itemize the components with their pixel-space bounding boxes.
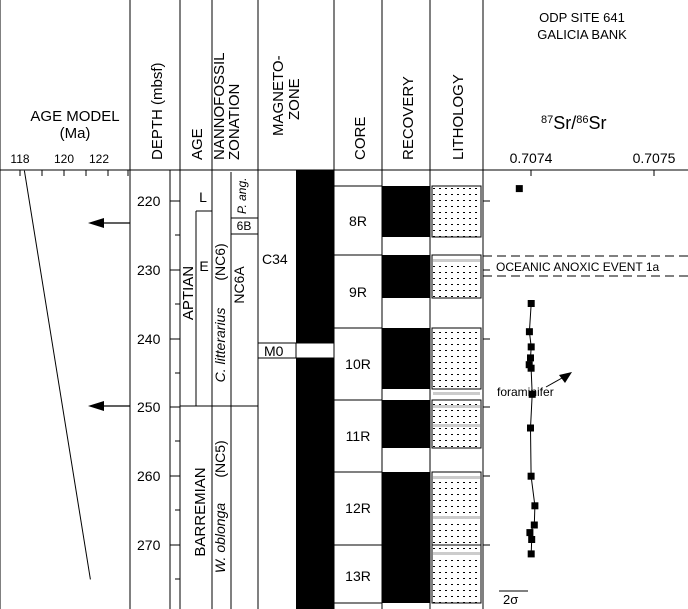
core-9r: 9R <box>349 284 367 300</box>
zone-nc6: (NC6) <box>212 243 228 280</box>
magnetozone-title-1: MAGNETO- <box>270 55 287 136</box>
magnetozone-title-2: ZONE <box>286 78 303 120</box>
header-ticks <box>19 170 655 176</box>
core-8r: 8R <box>349 213 367 229</box>
sr-data-point-11 <box>531 502 539 510</box>
sr-sup-87: 87 <box>541 114 553 126</box>
sr-data-point-4 <box>527 343 535 351</box>
age-model-unit: (Ma) <box>60 125 91 142</box>
sr-tick-label-high: 0.7075 <box>633 150 676 166</box>
depth-axis <box>169 170 180 609</box>
reversed-polarity-m0 <box>295 342 335 359</box>
zone-p-ang: P. ang. <box>235 178 249 214</box>
depth-label-240: 240 <box>137 331 161 347</box>
datum-arrow-lower <box>88 401 130 411</box>
sr-data-point-9 <box>527 424 534 432</box>
zone-nc5: (NC5) <box>212 440 228 477</box>
sr-data-point-10 <box>527 472 535 480</box>
sr-data-point-7 <box>527 364 535 372</box>
site-title-2: GALICIA BANK <box>537 27 627 42</box>
stage-aptian: APTIAN <box>180 266 197 320</box>
lithology-gray-beds <box>433 259 480 555</box>
oae-label: OCEANIC ANOXIC EVENT 1a <box>496 260 659 274</box>
normal-polarity-bar <box>296 170 334 609</box>
foraminifer-label: foraminifer <box>497 385 554 399</box>
depth-label-270: 270 <box>137 537 161 553</box>
sr-data-point-15 <box>527 550 535 558</box>
zone-nc6a: NC6A <box>231 266 247 304</box>
sr-data-point-5 <box>527 354 534 362</box>
zone-w-oblonga: W. oblonga <box>212 503 228 574</box>
zone-6b: 6B <box>237 219 252 233</box>
sr-data-point-12 <box>530 521 538 529</box>
age-model-line <box>23 170 91 580</box>
sr-data-point-3 <box>525 328 533 336</box>
recovery-column-title: RECOVERY <box>400 76 417 160</box>
foraminifer-arrowhead <box>559 372 572 383</box>
core-boundaries <box>334 185 382 604</box>
stage-barremian: BARREMIAN <box>192 467 209 556</box>
magnetozone-m0: M0 <box>264 343 284 359</box>
sr-axis-title: 87Sr/86Sr <box>541 113 607 133</box>
stage-divisions <box>180 210 212 407</box>
sr-main-2: Sr <box>589 113 607 133</box>
lithology-column-title: LITHOLOGY <box>450 74 467 160</box>
stage-late: L <box>199 189 207 205</box>
sr-data-point-1 <box>515 185 523 193</box>
depth-label-220: 220 <box>137 193 161 209</box>
core-10r: 10R <box>345 356 371 372</box>
zone-c-litterarius: C. litterarius <box>212 308 228 383</box>
age-tick-120: 120 <box>54 152 74 166</box>
nannofossil-divisions <box>212 172 258 609</box>
age-model-title: AGE MODEL <box>30 108 119 125</box>
sr-points <box>515 185 539 558</box>
sr-depth-ticks <box>483 200 490 546</box>
age-column-title: AGE <box>189 128 206 160</box>
sr-sup-86: 86 <box>576 114 588 126</box>
sr-data-point-14 <box>528 536 536 543</box>
sr-data-point-13 <box>526 529 534 537</box>
sr-tick-label-low: 0.7074 <box>510 150 553 166</box>
core-11r: 11R <box>346 428 371 444</box>
recovery-bars <box>382 186 430 603</box>
core-13r: 13R <box>345 568 371 584</box>
stage-early: E <box>199 258 208 274</box>
depth-label-260: 260 <box>137 468 161 484</box>
core-12r: 12R <box>345 500 371 516</box>
depth-column-title: DEPTH (mbsf) <box>149 62 166 160</box>
depth-label-230: 230 <box>137 262 161 278</box>
depth-label-250: 250 <box>137 399 161 415</box>
foraminifer-arrow-shaft <box>545 377 563 388</box>
two-sigma-label: 2σ <box>503 592 518 607</box>
sr-data-point-2 <box>527 300 535 307</box>
datum-arrow-upper <box>88 218 130 228</box>
core-column-title: CORE <box>352 117 369 160</box>
nannofossil-title-2: ZONATION <box>226 84 243 160</box>
magnetozone-c34: C34 <box>262 251 288 267</box>
sr-main-1: Sr/ <box>553 113 576 133</box>
age-tick-122: 122 <box>89 152 109 166</box>
nannofossil-title-1: NANNOFOSSIL <box>211 52 228 160</box>
sr-data-point-8 <box>528 390 536 398</box>
age-tick-118: 118 <box>10 152 29 166</box>
site-title-1: ODP SITE 641 <box>539 10 625 25</box>
